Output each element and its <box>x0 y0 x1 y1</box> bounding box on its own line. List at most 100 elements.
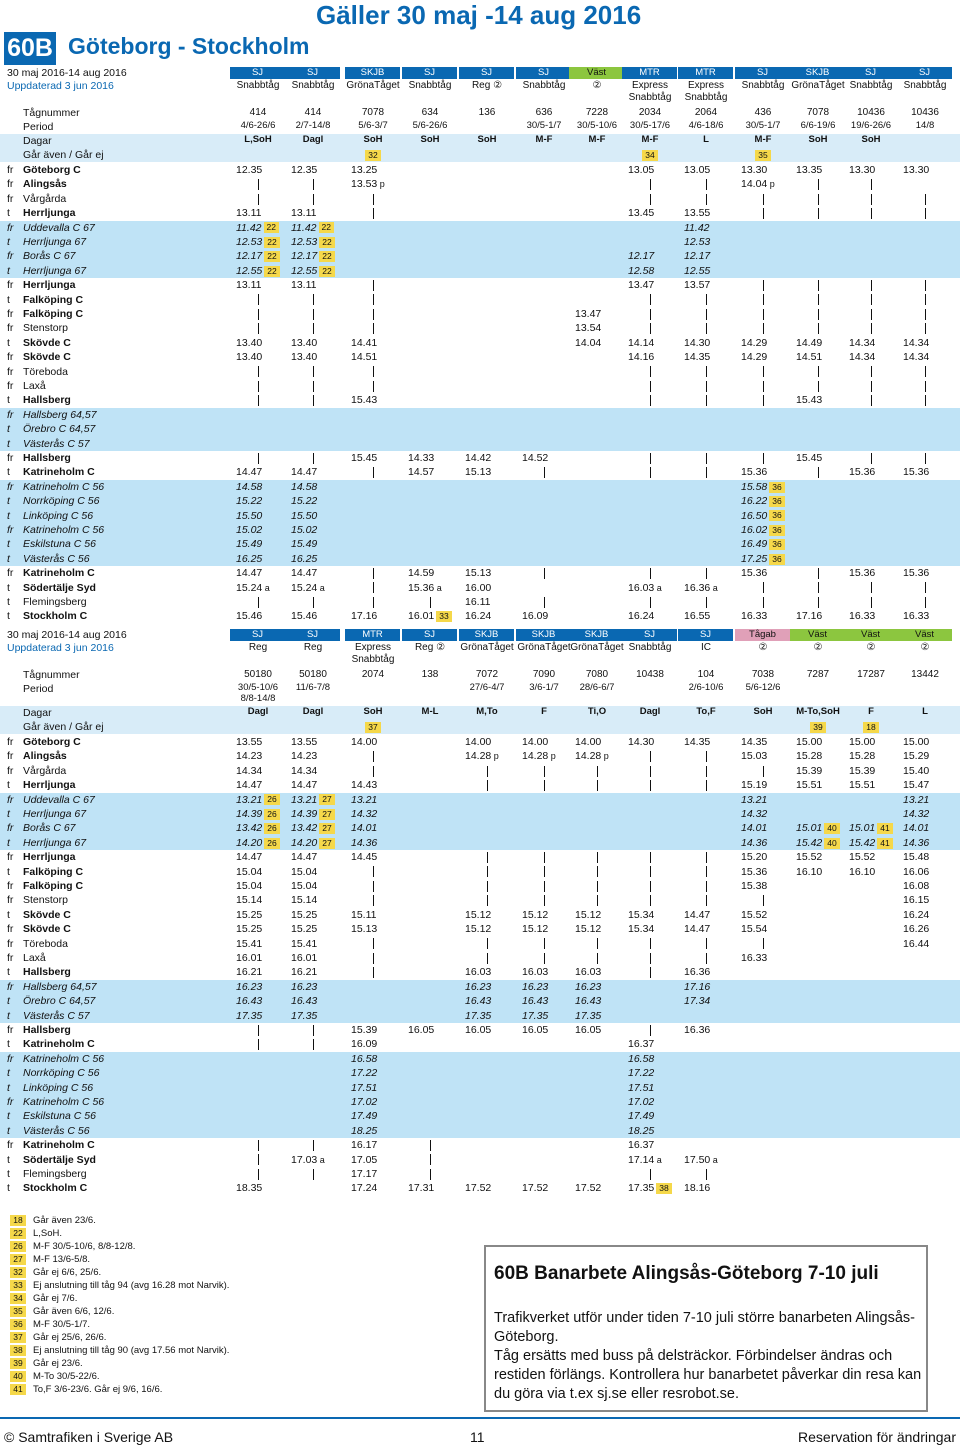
time-cell: 13.42 27 <box>285 821 341 835</box>
time-cell <box>678 566 734 580</box>
row-label: Period <box>23 683 54 695</box>
station-label: fr Falköping C <box>7 307 83 321</box>
station-name: Norrköping C 56 <box>23 1067 100 1080</box>
time-cell <box>678 393 734 407</box>
time-value: 14.20 <box>291 836 318 849</box>
direction-prefix: fr <box>7 980 14 993</box>
time-cell <box>843 451 899 465</box>
notice-body: Trafikverket utför under tiden 7-10 juli… <box>494 1309 924 1404</box>
time-cell: 17.52 <box>522 1182 549 1195</box>
station-label: fr Alingsås <box>7 749 67 763</box>
station-name: Västerås C 56 <box>23 552 90 565</box>
time-cell <box>569 764 625 778</box>
station-row: fr Hallsberg 64,57 <box>0 407 960 423</box>
footnote-item: 18 Går även 23/6. <box>10 1214 370 1227</box>
station-name: Falköping C <box>23 293 84 306</box>
station-label: fr Skövde C <box>7 350 71 364</box>
time-cell: 12.35 <box>236 164 263 176</box>
station-label: t Södertälje Syd <box>7 581 96 595</box>
time-cell <box>230 1023 286 1037</box>
time-cell: 13.57 <box>684 279 711 292</box>
footnote-ref: 35 <box>755 149 771 161</box>
time-cell <box>790 278 846 292</box>
info-cell: 634 <box>421 107 439 118</box>
direction-prefix: t <box>7 293 10 306</box>
row-label: Går även / Går ej <box>23 721 104 733</box>
direction-prefix: t <box>7 423 10 436</box>
time-cell <box>897 192 953 206</box>
time-suffix: p <box>601 751 609 762</box>
station-row: t Eskilstuna C 56 15.49 15.49 16.49 36 <box>0 537 960 552</box>
footnote-ref: 26 <box>264 794 280 806</box>
continue-mark <box>705 308 707 320</box>
continue-mark <box>312 1024 314 1036</box>
train-type-row: Uppdaterad 3 jun 2016 Reg Reg Express Snabb… <box>0 642 960 666</box>
continue-mark <box>257 308 259 320</box>
train-type: Express Snabbtåg <box>684 80 728 103</box>
time-cell <box>843 177 899 191</box>
time-cell: 16.11 <box>465 596 491 608</box>
direction-prefix: fr <box>7 480 14 493</box>
time-cell <box>569 778 625 792</box>
info-cell: 30/5-1/7 <box>526 120 562 131</box>
time-cell: 15.04 <box>291 880 318 892</box>
station-row: fr Alingsås 14.23 14.23 14.28 p 14.28 p 14.28 … <box>0 749 960 763</box>
station-name: Eskilstuna C 56 <box>23 538 96 551</box>
continue-mark <box>870 380 872 392</box>
info-cell: 2034 <box>638 107 662 118</box>
time-cell: 16.03 <box>575 966 602 979</box>
validity-title: Gäller 30 maj -14 aug 2016 <box>316 0 642 30</box>
info-cell: 30/5-17/6 <box>629 120 671 131</box>
time-cell <box>897 293 953 307</box>
time-cell <box>622 192 678 206</box>
time-cell: 15.36 <box>849 567 876 580</box>
continue-mark <box>486 851 488 863</box>
time-cell: 15.01 40 <box>790 821 846 835</box>
time-cell <box>790 293 846 307</box>
time-cell <box>230 365 286 379</box>
time-cell: 15.50 <box>291 509 318 522</box>
time-cell: 15.00 <box>796 736 823 748</box>
time-cell: 15.12 <box>575 923 602 936</box>
operator-row: 30 maj 2016-14 aug 2016 SJ SJ SKJB SJ SJ SJ Väs… <box>0 67 960 79</box>
station-row: fr Stenstorp 13.54 <box>0 321 960 335</box>
info-cell: 10438 <box>636 669 664 680</box>
continue-mark <box>870 452 872 464</box>
train-type: ② <box>866 642 876 653</box>
time-value: 16.02 <box>741 524 768 536</box>
info-cell: SoH <box>861 134 881 145</box>
continue-mark <box>870 193 872 205</box>
station-label: fr Herrljunga <box>7 850 76 864</box>
station-row: fr Alingsås 13.53 p 14.04 p <box>0 177 960 191</box>
info-cell: L <box>703 134 709 145</box>
station-name: Falköping C <box>23 865 84 878</box>
time-cell: 14.01 <box>741 822 768 835</box>
continue-mark <box>312 452 314 464</box>
footer-copyright: © Samtrafiken i Sverige AB <box>4 1429 174 1445</box>
station-label: t Stockholm C <box>7 609 87 623</box>
time-cell <box>735 307 791 321</box>
info-cell: 136 <box>478 107 496 118</box>
footnote-number: 37 <box>10 1331 26 1343</box>
time-cell <box>678 177 734 191</box>
time-cell: 16.22 36 <box>735 494 791 508</box>
station-row: t Linköping C 56 15.50 15.50 16.50 36 <box>0 508 960 523</box>
station-label: fr Uddevalla C 67 <box>7 221 95 235</box>
station-name: Herrljunga <box>23 779 76 792</box>
footnote-text: Går även 23/6. <box>33 1215 96 1226</box>
operator-cell: SJ <box>735 67 790 79</box>
info-cell: 2/6-10/6 <box>688 682 724 693</box>
continue-mark <box>762 380 764 392</box>
direction-prefix: fr <box>7 851 14 864</box>
footnote-number: 35 <box>10 1305 26 1317</box>
continue-mark <box>649 395 651 407</box>
time-cell: 14.23 <box>291 750 318 763</box>
time-cell <box>285 365 341 379</box>
continue-mark <box>372 380 374 392</box>
station-name: Töreboda <box>23 365 68 378</box>
operator-cell: SJ <box>843 67 898 79</box>
station-name: Västerås C 56 <box>23 1124 90 1137</box>
time-cell <box>735 206 791 220</box>
time-cell <box>285 1138 341 1152</box>
station-row: t Västerås C 56 18.25 18.25 <box>0 1123 960 1139</box>
